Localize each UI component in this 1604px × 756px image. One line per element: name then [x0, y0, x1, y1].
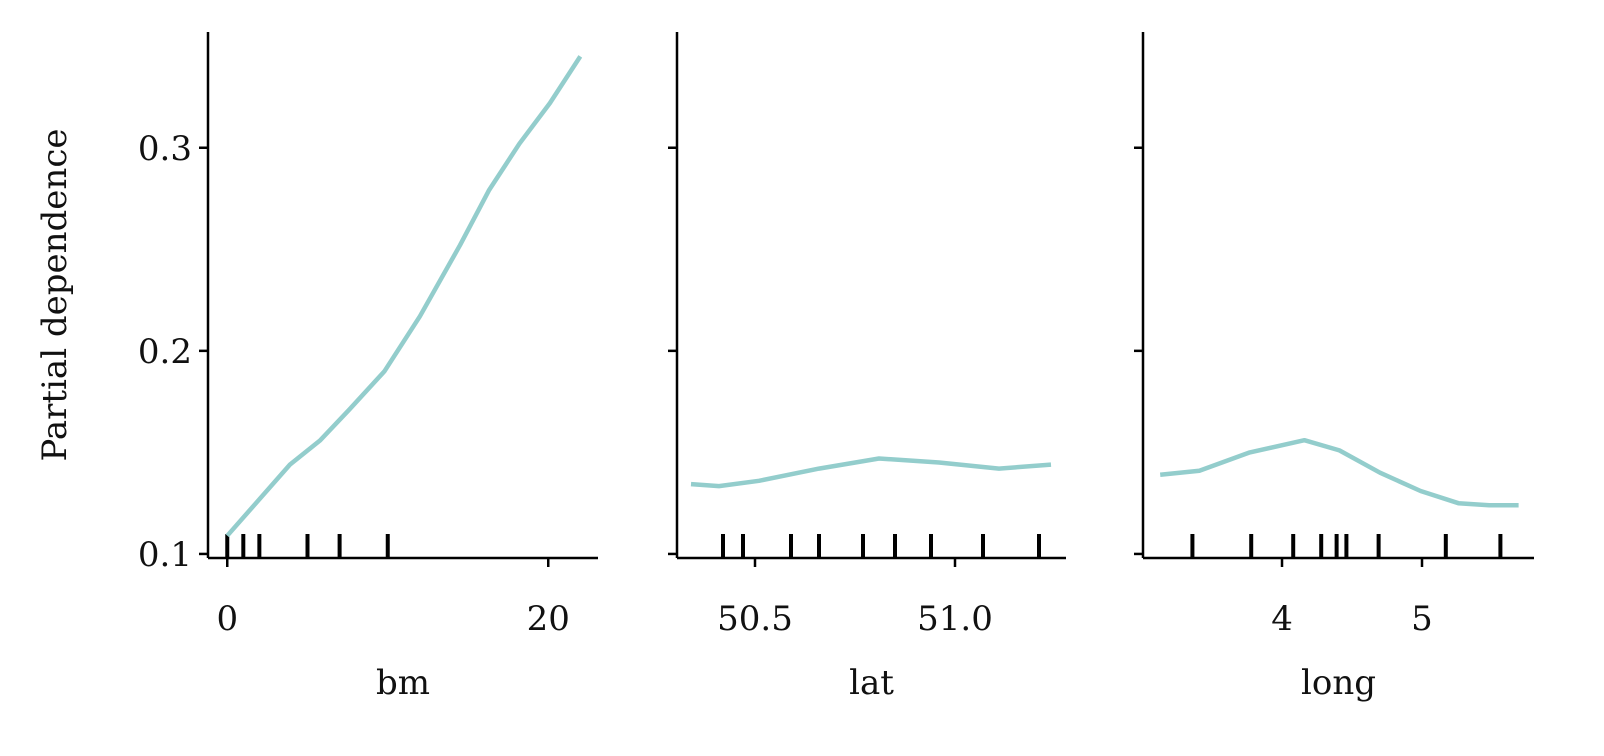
x-tick-label: 5 — [1411, 599, 1433, 639]
pd-line — [1159, 437, 1519, 508]
x-axis-label: long — [1301, 663, 1376, 703]
pd-line — [690, 456, 1052, 489]
x-tick-label: 4 — [1271, 599, 1293, 639]
x-axis-label: lat — [849, 663, 894, 703]
x-tick-label: 20 — [527, 599, 570, 639]
y-tick-label: 0.1 — [138, 535, 192, 575]
x-tick-label: 51.0 — [917, 599, 993, 639]
pd-line — [225, 55, 583, 538]
x-tick-label: 0 — [216, 599, 238, 639]
y-axis-label: Partial dependence — [35, 129, 75, 462]
y-tick-label: 0.3 — [138, 129, 192, 169]
y-tick-label: 0.2 — [138, 332, 192, 372]
x-axis-label: bm — [376, 663, 430, 703]
x-tick-label: 50.5 — [717, 599, 793, 639]
